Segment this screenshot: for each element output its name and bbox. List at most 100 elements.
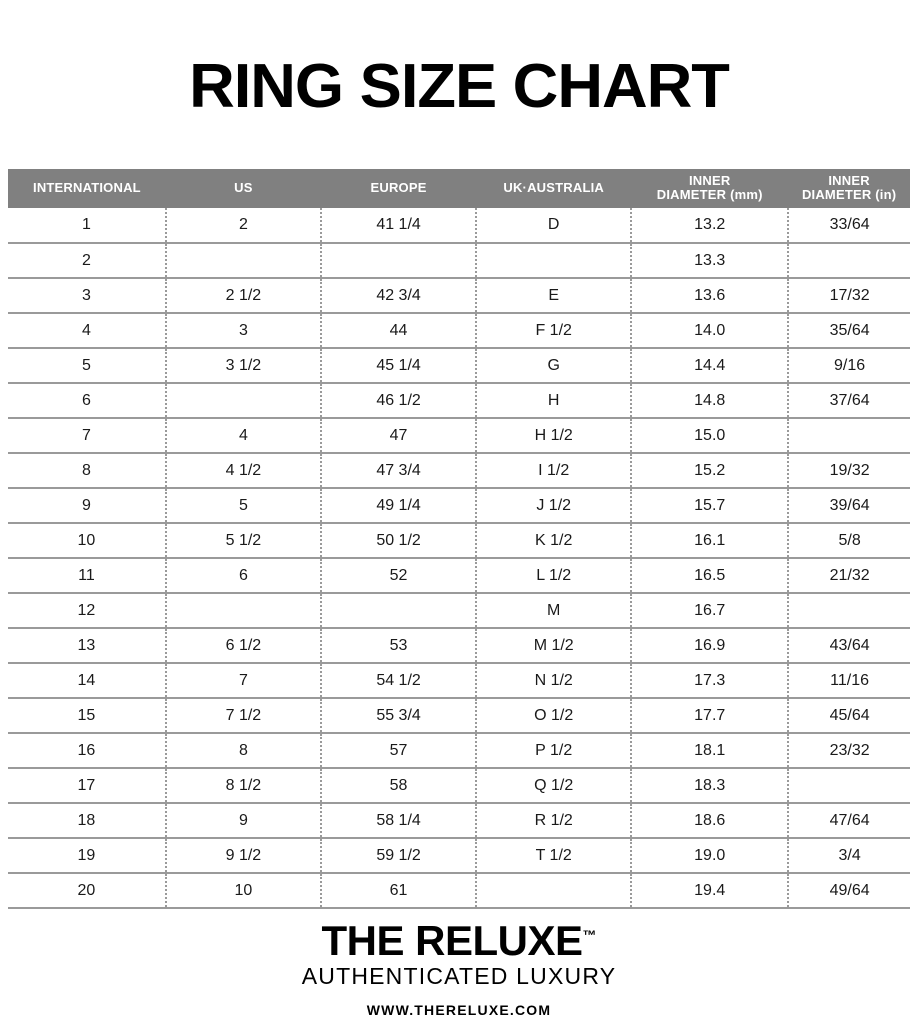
cell-uk-australia: L 1/2 bbox=[476, 557, 633, 594]
trademark-symbol: ™ bbox=[582, 927, 597, 944]
cell-inner-diameter-in: 45/64 bbox=[788, 697, 910, 734]
cell-inner-diameter-mm: 18.6 bbox=[631, 802, 790, 839]
table-row: 4 3 44 F 1/2 14.0 35/64 bbox=[8, 312, 910, 349]
cell-inner-diameter-mm: 16.7 bbox=[631, 592, 790, 629]
cell-inner-diameter-in: 21/32 bbox=[788, 557, 910, 594]
column-header-inner-diameter-in-line2: DIAMETER (in) bbox=[801, 187, 897, 203]
cell-us: 2 bbox=[165, 208, 322, 244]
table-row: 1 2 41 1/4 D 13.2 33/64 bbox=[8, 208, 910, 244]
cell-us: 9 bbox=[165, 802, 322, 839]
table-row: 18 9 58 1/4 R 1/2 18.6 47/64 bbox=[8, 802, 910, 839]
cell-europe: 44 bbox=[320, 312, 478, 349]
cell-uk-australia: N 1/2 bbox=[476, 662, 633, 699]
column-header-uk-australia: UK·AUSTRALIA bbox=[476, 169, 632, 209]
cell-uk-australia: I 1/2 bbox=[476, 452, 633, 489]
cell-inner-diameter-in: 19/32 bbox=[788, 452, 910, 489]
cell-inner-diameter-mm: 13.6 bbox=[631, 277, 790, 314]
cell-international: 9 bbox=[8, 487, 167, 524]
cell-europe: 45 1/4 bbox=[320, 347, 478, 384]
cell-international: 2 bbox=[8, 242, 167, 279]
cell-europe: 52 bbox=[320, 557, 478, 594]
table-row: 17 8 1/2 58 Q 1/2 18.3 bbox=[8, 767, 910, 804]
cell-inner-diameter-mm: 16.5 bbox=[631, 557, 790, 594]
cell-europe: 61 bbox=[320, 872, 478, 910]
cell-inner-diameter-in: 9/16 bbox=[788, 347, 910, 384]
cell-europe: 42 3/4 bbox=[320, 277, 478, 314]
cell-europe: 41 1/4 bbox=[320, 208, 478, 244]
cell-inner-diameter-mm: 17.7 bbox=[631, 697, 790, 734]
cell-international: 8 bbox=[8, 452, 167, 489]
column-header-europe: EUROPE bbox=[320, 169, 477, 209]
size-chart-container: INTERNATIONAL US EUROPE UK·AUSTRALIA INN… bbox=[8, 169, 910, 910]
cell-international: 17 bbox=[8, 767, 167, 804]
cell-inner-diameter-in: 3/4 bbox=[788, 837, 910, 874]
cell-us: 9 1/2 bbox=[165, 837, 322, 874]
cell-international: 14 bbox=[8, 662, 167, 699]
cell-uk-australia: Q 1/2 bbox=[476, 767, 633, 804]
cell-uk-australia: G bbox=[476, 347, 633, 384]
cell-inner-diameter-in: 49/64 bbox=[788, 872, 910, 910]
cell-us bbox=[165, 592, 322, 629]
cell-europe: 55 3/4 bbox=[320, 697, 478, 734]
cell-inner-diameter-mm: 13.2 bbox=[631, 208, 790, 244]
cell-international: 6 bbox=[8, 382, 167, 419]
cell-inner-diameter-mm: 16.1 bbox=[631, 522, 790, 559]
cell-europe: 58 bbox=[320, 767, 478, 804]
brand-tagline: AUTHENTICATED LUXURY bbox=[301, 963, 617, 990]
column-header-inner-diameter-in: INNER DIAMETER (in) bbox=[788, 169, 910, 209]
column-header-inner-diameter-mm: INNER DIAMETER (mm) bbox=[631, 169, 789, 209]
cell-inner-diameter-in bbox=[788, 767, 910, 804]
cell-uk-australia: M 1/2 bbox=[476, 627, 633, 664]
cell-international: 20 bbox=[8, 872, 167, 910]
table-row: 14 7 54 1/2 N 1/2 17.3 11/16 bbox=[8, 662, 910, 699]
cell-international: 5 bbox=[8, 347, 167, 384]
table-row: 9 5 49 1/4 J 1/2 15.7 39/64 bbox=[8, 487, 910, 524]
cell-inner-diameter-in: 43/64 bbox=[788, 627, 910, 664]
cell-us: 3 1/2 bbox=[165, 347, 322, 384]
cell-inner-diameter-in: 23/32 bbox=[788, 732, 910, 769]
cell-europe: 59 1/2 bbox=[320, 837, 478, 874]
cell-international: 1 bbox=[8, 208, 167, 244]
cell-uk-australia: P 1/2 bbox=[476, 732, 633, 769]
table-header: INTERNATIONAL US EUROPE UK·AUSTRALIA INN… bbox=[8, 169, 910, 209]
table-row: 19 9 1/2 59 1/2 T 1/2 19.0 3/4 bbox=[8, 837, 910, 874]
column-header-uk-australia-line1: UK·AUSTRALIA bbox=[503, 180, 604, 196]
cell-europe bbox=[320, 242, 478, 279]
cell-uk-australia: H 1/2 bbox=[476, 417, 633, 454]
cell-inner-diameter-in: 11/16 bbox=[788, 662, 910, 699]
cell-international: 10 bbox=[8, 522, 167, 559]
cell-inner-diameter-mm: 14.8 bbox=[631, 382, 790, 419]
table-row: 11 6 52 L 1/2 16.5 21/32 bbox=[8, 557, 910, 594]
cell-inner-diameter-in bbox=[788, 592, 910, 629]
column-header-inner-diameter-mm-line1: INNER bbox=[689, 173, 731, 189]
cell-europe: 46 1/2 bbox=[320, 382, 478, 419]
cell-uk-australia: M bbox=[476, 592, 633, 629]
cell-us: 6 bbox=[165, 557, 322, 594]
cell-inner-diameter-mm: 18.1 bbox=[631, 732, 790, 769]
table-row: 2 13.3 bbox=[8, 242, 910, 279]
table-row: 15 7 1/2 55 3/4 O 1/2 17.7 45/64 bbox=[8, 697, 910, 734]
cell-uk-australia: H bbox=[476, 382, 633, 419]
column-header-us: US bbox=[165, 169, 321, 209]
cell-europe: 50 1/2 bbox=[320, 522, 478, 559]
cell-us: 5 bbox=[165, 487, 322, 524]
cell-us: 10 bbox=[165, 872, 322, 910]
cell-inner-diameter-mm: 15.0 bbox=[631, 417, 790, 454]
cell-inner-diameter-mm: 16.9 bbox=[631, 627, 790, 664]
column-header-inner-diameter-mm-line2: DIAMETER (mm) bbox=[656, 187, 763, 203]
cell-inner-diameter-mm: 15.7 bbox=[631, 487, 790, 524]
cell-international: 7 bbox=[8, 417, 167, 454]
table-row: 7 4 47 H 1/2 15.0 bbox=[8, 417, 910, 454]
cell-us bbox=[165, 382, 322, 419]
cell-inner-diameter-mm: 13.3 bbox=[631, 242, 790, 279]
table-row: 20 10 61 19.4 49/64 bbox=[8, 872, 910, 910]
header-row: INTERNATIONAL US EUROPE UK·AUSTRALIA INN… bbox=[8, 169, 910, 209]
table-row: 13 6 1/2 53 M 1/2 16.9 43/64 bbox=[8, 627, 910, 664]
cell-uk-australia: T 1/2 bbox=[476, 837, 633, 874]
cell-europe: 54 1/2 bbox=[320, 662, 478, 699]
column-header-us-line1: US bbox=[234, 180, 253, 196]
cell-inner-diameter-in: 37/64 bbox=[788, 382, 910, 419]
cell-us: 4 1/2 bbox=[165, 452, 322, 489]
cell-us: 4 bbox=[165, 417, 322, 454]
column-header-international-line1: INTERNATIONAL bbox=[33, 180, 141, 196]
